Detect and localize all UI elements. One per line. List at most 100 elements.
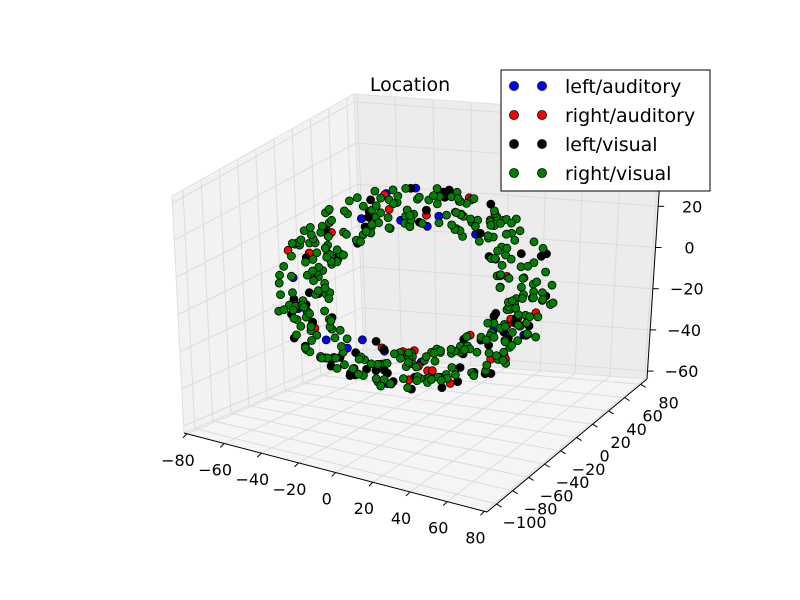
- scatter-point-right-visual: [453, 193, 463, 203]
- scatter-point-right-visual: [385, 379, 395, 389]
- x-tick-label: 40: [391, 509, 411, 528]
- scatter-point-right-visual: [504, 273, 514, 283]
- scatter-point-right-visual: [286, 251, 296, 261]
- y-tick-label: 80: [658, 393, 678, 412]
- scatter-point-right-visual: [470, 222, 480, 231]
- x-grid-line: [372, 370, 541, 483]
- scatter-point-right-visual: [289, 313, 299, 323]
- x-tick-label: 60: [428, 519, 448, 538]
- scatter-point-right-visual: [432, 184, 442, 193]
- z-tick-label: 20: [682, 197, 702, 216]
- scatter-point-right-visual: [421, 352, 431, 362]
- scatter-point-right-visual: [483, 318, 493, 328]
- legend-marker: [537, 110, 547, 120]
- scatter-point-right-visual: [287, 238, 297, 248]
- legend-entry-right-auditory: right/auditory: [509, 105, 695, 127]
- x-tick-label: 20: [354, 499, 374, 518]
- scatter-point-right-visual: [518, 294, 527, 303]
- scatter-point-right-visual: [382, 358, 392, 368]
- scatter-point-left-visual: [516, 249, 526, 259]
- y-grid-line: [284, 389, 577, 439]
- scatter-point-right-visual: [306, 230, 316, 240]
- scatter-point-right-visual: [498, 355, 508, 365]
- scatter-point-right-visual: [447, 363, 457, 372]
- scatter-point-right-visual: [502, 243, 512, 253]
- legend-marker: [537, 81, 547, 91]
- scatter-point-right-visual: [296, 235, 306, 245]
- scatter-point-right-visual: [442, 210, 451, 220]
- scatter-point-right-visual: [352, 193, 362, 203]
- z-grid-line: [174, 142, 357, 241]
- x-tick-mark: [331, 472, 337, 477]
- scatter-point-right-visual: [495, 283, 505, 293]
- scatter-points: [274, 183, 558, 394]
- y-tick-mark: [624, 397, 630, 402]
- x-grid-line: [484, 378, 645, 512]
- scatter-point-right-visual: [275, 270, 285, 280]
- legend-entry-left-visual: left/visual: [509, 134, 658, 156]
- y-tick-label: −40: [556, 473, 590, 492]
- scatter-point-right-visual: [342, 334, 352, 344]
- y-grid-line: [194, 427, 497, 505]
- scatter-point-right-visual: [484, 348, 494, 358]
- scatter-point-right-visual: [489, 206, 499, 216]
- scatter-point-right-visual: [426, 375, 436, 384]
- x-axis-ticks: −80−60−40−20 0 20 40 60 80: [161, 433, 486, 547]
- scatter-point-right-visual: [339, 360, 349, 370]
- y-grid-line: [230, 412, 529, 478]
- scatter-point-right-visual: [279, 261, 289, 271]
- scatter-point-right-visual: [376, 208, 386, 218]
- z-grid-line: [172, 101, 355, 204]
- scatter-point-right-visual: [335, 325, 345, 335]
- scatter-point-right-visual: [469, 371, 479, 381]
- scatter-point-right-visual: [513, 336, 523, 346]
- legend-label: left/visual: [565, 134, 658, 156]
- x-tick-mark: [442, 501, 448, 506]
- scatter-point-right-visual: [412, 376, 422, 386]
- scatter-point-right-visual: [460, 345, 470, 355]
- y-tick-mark: [576, 437, 582, 441]
- y-tick-mark: [560, 450, 566, 455]
- scatter-point-right-auditory: [427, 366, 437, 376]
- y-tick-mark: [640, 383, 646, 388]
- legend-label: right/visual: [565, 163, 671, 185]
- scatter-point-right-visual: [531, 332, 541, 342]
- scatter-point-right-visual: [508, 327, 517, 337]
- scatter-point-right-visual: [496, 270, 506, 280]
- scatter-point-right-visual: [341, 229, 351, 239]
- scatter-point-right-visual: [300, 343, 310, 353]
- x-grid-line: [409, 373, 576, 493]
- y-tick-mark: [544, 463, 550, 468]
- scatter-point-right-visual: [447, 220, 457, 230]
- y-tick-label: −100: [503, 513, 547, 532]
- scatter-point-right-visual: [538, 243, 548, 253]
- scatter-point-right-visual: [506, 218, 516, 228]
- scatter-point-right-visual: [500, 337, 510, 347]
- x-tick-mark: [405, 491, 411, 497]
- scatter-point-right-visual: [274, 278, 284, 288]
- scatter-point-right-visual: [358, 201, 368, 211]
- scatter-point-right-visual: [317, 353, 327, 363]
- y-tick-label: 0: [600, 447, 610, 466]
- scatter-point-right-visual: [305, 222, 315, 232]
- scatter-point-right-visual: [308, 266, 318, 276]
- y-tick-mark: [528, 476, 534, 481]
- scatter-point-right-visual: [486, 220, 496, 230]
- scatter-point-right-visual: [305, 309, 315, 319]
- scatter-point-left-visual: [379, 344, 389, 354]
- scatter-point-left-visual: [371, 336, 381, 346]
- scatter-point-right-visual: [356, 237, 365, 247]
- scatter-point-right-visual: [414, 192, 424, 202]
- legend-box: [500, 69, 711, 192]
- x-tick-mark: [294, 462, 299, 468]
- y-grid-line: [248, 405, 545, 465]
- scatter-point-right-visual: [354, 369, 363, 379]
- y-tick-label: −80: [524, 500, 558, 519]
- scatter-point-right-visual: [501, 229, 511, 239]
- scatter-point-right-visual: [492, 351, 501, 361]
- scatter-point-right-visual: [466, 214, 476, 224]
- scatter-point-right-visual: [324, 294, 334, 304]
- scatter-point-right-visual: [276, 290, 285, 300]
